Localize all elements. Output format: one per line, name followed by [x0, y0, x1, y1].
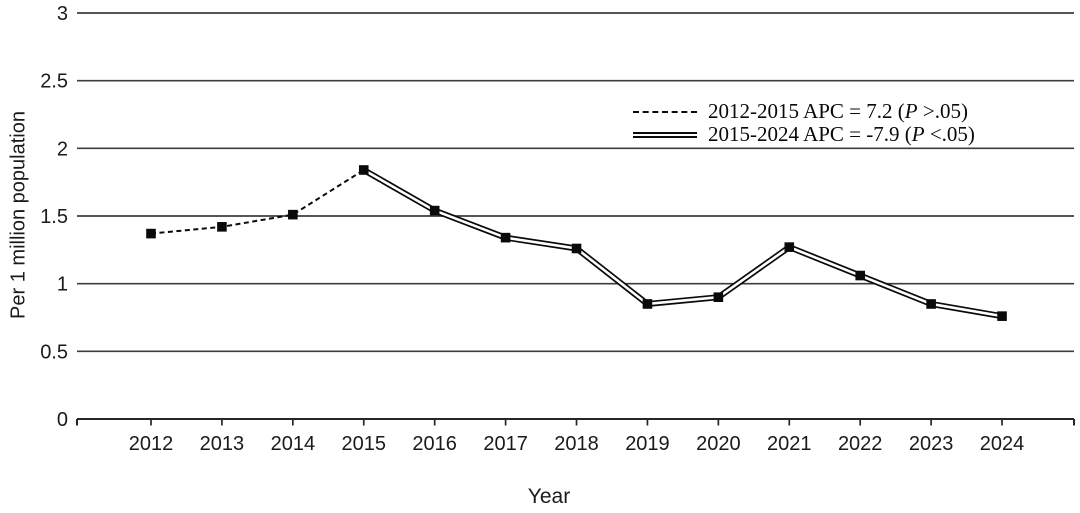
- y-tick-label: 0: [57, 409, 68, 431]
- x-tick-label: 2014: [271, 433, 316, 455]
- y-tick-label: 0.5: [40, 341, 68, 363]
- data-point-marker: [288, 209, 298, 220]
- y-tick-label: 2.5: [40, 71, 68, 93]
- data-point-marker: [642, 299, 653, 309]
- data-point-marker: [926, 299, 936, 309]
- legend-label-suffix: <.05): [924, 122, 975, 146]
- y-tick-label: 1: [57, 274, 68, 296]
- legend-label-suffix: >.05): [917, 99, 968, 123]
- legend-label-2012-2015: 2012-2015 APC = 7.2 (P >.05): [708, 100, 968, 123]
- legend: 2012-2015 APC = 7.2 (P >.05) 2015-2024 A…: [633, 100, 975, 146]
- legend-label-p-italic: P: [904, 99, 918, 123]
- data-point-marker: [713, 292, 724, 302]
- x-tick-label: 2023: [909, 433, 954, 455]
- series-line-double-gap: [363, 168, 1003, 318]
- x-tick-label: 2017: [483, 433, 528, 455]
- x-tick-label: 2012: [129, 433, 174, 455]
- data-point-marker: [997, 311, 1007, 321]
- data-point-marker: [358, 165, 369, 175]
- x-tick-label: 2022: [838, 433, 883, 455]
- y-tick-label: 1.5: [40, 206, 68, 228]
- y-axis-title: Per 1 million population: [7, 111, 30, 319]
- x-tick-label: 2021: [767, 433, 812, 455]
- x-axis-title: Year: [527, 485, 571, 508]
- legend-label-2015-2024: 2015-2024 APC = -7.9 (P <.05): [708, 123, 975, 146]
- x-tick-label: 2016: [412, 433, 457, 455]
- legend-item-2015-2024: 2015-2024 APC = -7.9 (P <.05): [633, 123, 975, 146]
- series-line-dashed: [150, 169, 365, 235]
- y-tick-label: 3: [57, 3, 68, 25]
- data-point-marker: [500, 232, 511, 243]
- double-line-sample-icon: [633, 131, 697, 138]
- y-tick-label: 2: [57, 138, 68, 160]
- legend-item-2012-2015: 2012-2015 APC = 7.2 (P >.05): [633, 100, 975, 123]
- dashed-line-sample-icon: [633, 110, 697, 113]
- x-tick-label: 2018: [554, 433, 599, 455]
- data-point-marker: [571, 243, 582, 254]
- data-point-marker: [784, 242, 795, 252]
- x-tick-label: 2019: [625, 433, 670, 455]
- x-tick-label: 2015: [342, 433, 387, 455]
- x-tick-label: 2013: [200, 433, 245, 455]
- data-point-marker: [855, 270, 865, 281]
- data-point-marker: [217, 222, 227, 232]
- x-tick-label: 2024: [980, 433, 1025, 455]
- data-point-marker: [429, 205, 440, 216]
- legend-label-prefix: 2015-2024 APC = -7.9 (: [708, 122, 912, 146]
- data-point-marker: [146, 228, 156, 239]
- legend-label-p-italic: P: [911, 122, 925, 146]
- x-tick-label: 2020: [696, 433, 741, 455]
- legend-label-prefix: 2012-2015 APC = 7.2 (: [708, 99, 905, 123]
